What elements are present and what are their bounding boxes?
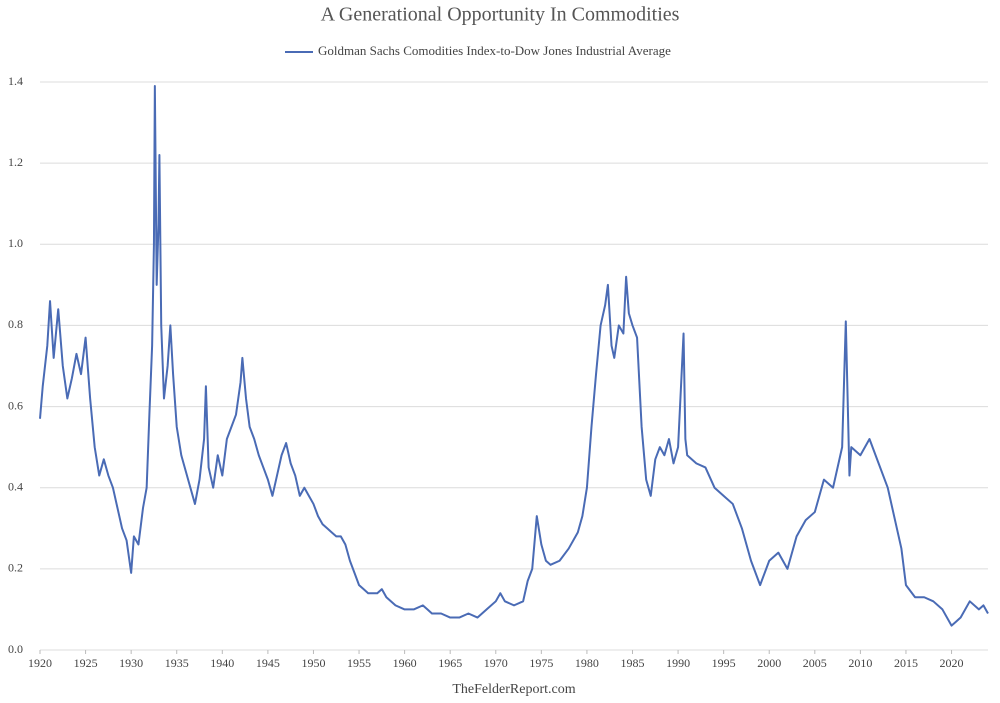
y-tick-label: 0.0	[8, 642, 23, 656]
x-tick-label: 1960	[393, 656, 417, 670]
chart-title: A Generational Opportunity In Commoditie…	[321, 4, 680, 26]
x-tick-label: 1995	[712, 656, 736, 670]
y-tick-label: 0.6	[8, 398, 23, 412]
x-tick-label: 2010	[848, 656, 872, 670]
x-tick-label: 1920	[28, 656, 52, 670]
y-tick-label: 0.4	[8, 479, 23, 493]
x-tick-label: 2020	[940, 656, 964, 670]
x-tick-label: 1940	[210, 656, 234, 670]
y-tick-label: 0.2	[8, 561, 23, 575]
x-tick-label: 1950	[301, 656, 325, 670]
x-tick-label: 1925	[74, 656, 98, 670]
y-tick-label: 1.2	[8, 155, 23, 169]
x-tick-label: 1990	[666, 656, 690, 670]
x-tick-label: 1975	[529, 656, 553, 670]
data-line	[39, 85, 989, 627]
x-tick-label: 1985	[621, 656, 645, 670]
x-tick-label: 1955	[347, 656, 371, 670]
x-tick-label: 2005	[803, 656, 827, 670]
source-label: TheFelderReport.com	[452, 682, 575, 697]
y-tick-label: 1.4	[8, 74, 23, 88]
x-tick-label: 1980	[575, 656, 599, 670]
legend-label: Goldman Sachs Comodities Index-to-Dow Jo…	[318, 43, 671, 58]
x-tick-label: 2000	[757, 656, 781, 670]
x-tick-label: 1945	[256, 656, 280, 670]
x-tick-label: 1930	[119, 656, 143, 670]
x-tick-label: 2015	[894, 656, 918, 670]
x-tick-label: 1970	[484, 656, 508, 670]
y-tick-label: 0.8	[8, 317, 23, 331]
x-tick-label: 1935	[165, 656, 189, 670]
x-tick-label: 1965	[438, 656, 462, 670]
y-tick-label: 1.0	[8, 236, 23, 250]
